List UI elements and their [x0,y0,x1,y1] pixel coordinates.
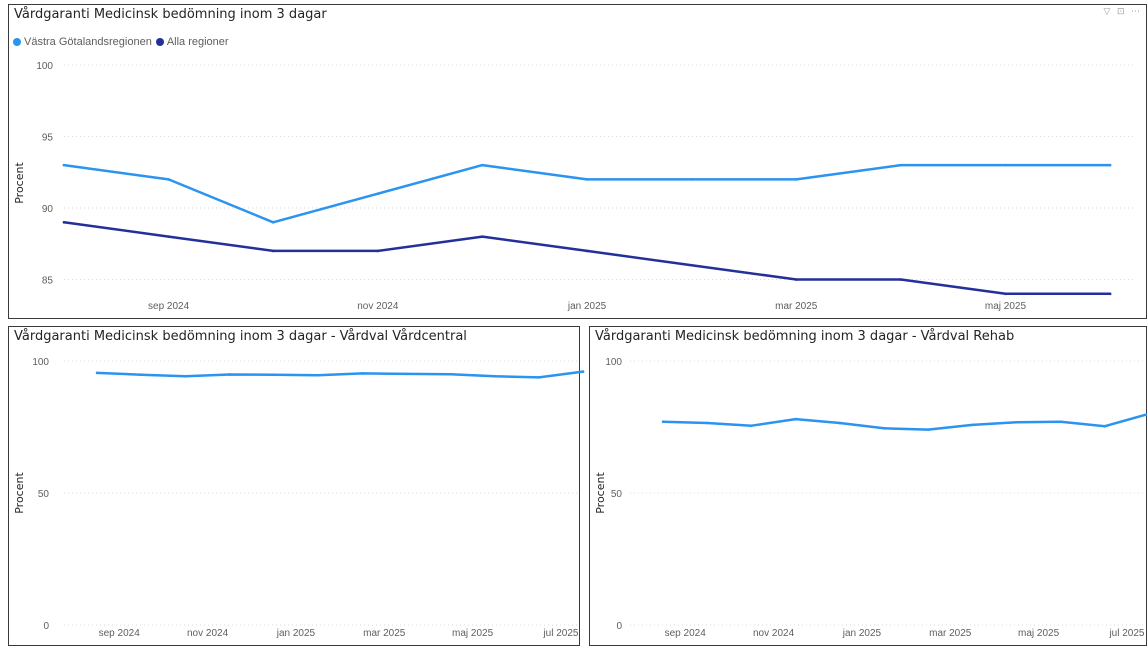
series-line-0[interactable] [62,163,1112,224]
data-point[interactable] [316,373,320,377]
chart-panel-overall: Vårdgaranti Medicinsk bedömning inom 3 d… [8,4,1147,319]
series-line-0[interactable] [661,413,1147,431]
x-tick-label: maj 2025 [1018,628,1060,639]
legend-label: Västra Götalandsregionen [24,36,152,48]
legend-dot-icon [13,38,21,46]
data-point[interactable] [140,373,143,377]
chart-panel-rehab: Vårdgaranti Medicinsk bedömning inom 3 d… [589,326,1147,646]
y-axis-label: Procent [13,162,26,204]
legend-item-vgr[interactable]: Västra Götalandsregionen [13,36,152,48]
x-tick-label: sep 2024 [665,628,707,639]
data-point[interactable] [95,371,99,375]
data-point[interactable] [899,163,903,167]
line-chart-vardcentral: 0 50 100 sep 2024 nov 2024 jan 2025 mar 2025 ma… [13,357,585,639]
x-tick-label: sep 2024 [99,628,141,639]
x-tick-label: nov 2024 [753,628,795,639]
y-tick-label: 50 [38,489,50,500]
data-point[interactable] [1059,420,1062,424]
data-point[interactable] [750,424,753,427]
data-point[interactable] [449,372,452,376]
y-axis-label: Procent [594,472,607,514]
x-tick-label: jul 2025 [1108,628,1144,639]
data-point[interactable] [272,373,276,377]
legend-dot-icon [155,38,164,46]
data-point[interactable] [228,373,231,376]
x-tick-label: jan 2025 [842,628,882,639]
data-point[interactable] [581,370,585,373]
y-tick-label: 100 [32,357,49,368]
y-tick-label: 0 [43,621,49,632]
data-point[interactable] [167,178,170,181]
visual-header-icons[interactable]: ▽ ⊡ ⋯ [1103,6,1142,16]
y-tick-label: 0 [616,621,622,632]
data-point[interactable] [271,249,275,253]
legend-item-alla[interactable]: Alla regioner [155,36,229,48]
x-tick-label: mar 2025 [775,301,818,312]
y-tick-label: 90 [42,204,54,215]
x-tick-label: jan 2025 [567,301,607,312]
data-point[interactable] [481,235,484,238]
series-line-0[interactable] [95,370,585,379]
data-point[interactable] [62,221,66,224]
data-point[interactable] [690,263,693,267]
data-point[interactable] [794,417,797,421]
data-point[interactable] [899,278,903,281]
chart-title: Vårdgaranti Medicinsk bedömning inom 3 d… [595,329,1015,344]
data-point[interactable] [537,376,541,379]
chart-title: Vårdgaranti Medicinsk bedömning inom 3 d… [14,329,467,344]
x-tick-label: jan 2025 [276,628,316,639]
y-axis-label: Procent [13,472,26,514]
x-tick-label: sep 2024 [148,301,190,312]
x-tick-label: nov 2024 [187,628,229,639]
data-point[interactable] [360,372,364,375]
y-tick-label: 85 [42,276,54,287]
data-point[interactable] [585,249,589,253]
data-point[interactable] [690,178,693,181]
x-tick-label: nov 2024 [357,301,399,312]
data-point[interactable] [794,178,798,181]
data-point[interactable] [706,421,709,425]
data-point[interactable] [376,192,380,196]
data-point[interactable] [271,221,275,224]
data-point[interactable] [585,178,589,181]
x-tick-label: jul 2025 [542,628,578,639]
y-tick-label: 95 [42,133,54,144]
x-tick-label: mar 2025 [363,628,406,639]
x-tick-label: mar 2025 [929,628,972,639]
data-point[interactable] [882,427,886,430]
data-point[interactable] [1108,292,1112,296]
y-tick-label: 50 [611,489,623,500]
data-point[interactable] [481,163,484,167]
data-point[interactable] [184,375,187,378]
data-point[interactable] [62,163,66,167]
series-line-1[interactable] [62,221,1112,296]
chart-panel-vardcentral: Vårdgaranti Medicinsk bedömning inom 3 d… [8,326,585,646]
data-point[interactable] [493,375,496,378]
data-point[interactable] [838,421,842,425]
data-point[interactable] [376,249,380,253]
legend-label: Alla regioner [166,36,229,48]
y-tick-label: 100 [36,61,53,72]
data-point[interactable] [661,420,665,424]
x-tick-label: maj 2025 [985,301,1027,312]
data-point[interactable] [794,278,798,281]
data-point[interactable] [971,423,974,427]
data-point[interactable] [405,372,408,376]
chart-legend: Västra Götalandsregionen Alla regioner [13,36,233,48]
data-point[interactable] [926,428,930,431]
line-chart-rehab: 0 50 100 sep 2024 nov 2024 jan 2025 mar 2025 ma… [594,357,1147,639]
line-chart-overall: 85 90 95 100 sep 2024 nov 2024 jan 2025 mar 202… [13,61,1136,312]
data-point[interactable] [1108,163,1112,167]
data-point[interactable] [1103,424,1107,428]
data-point[interactable] [1015,420,1018,424]
chart-title: Vårdgaranti Medicinsk bedömning inom 3 d… [14,7,327,22]
data-point[interactable] [1004,292,1007,296]
data-point[interactable] [1004,163,1007,167]
data-point[interactable] [167,235,170,238]
y-tick-label: 100 [605,357,622,368]
x-tick-label: maj 2025 [452,628,494,639]
